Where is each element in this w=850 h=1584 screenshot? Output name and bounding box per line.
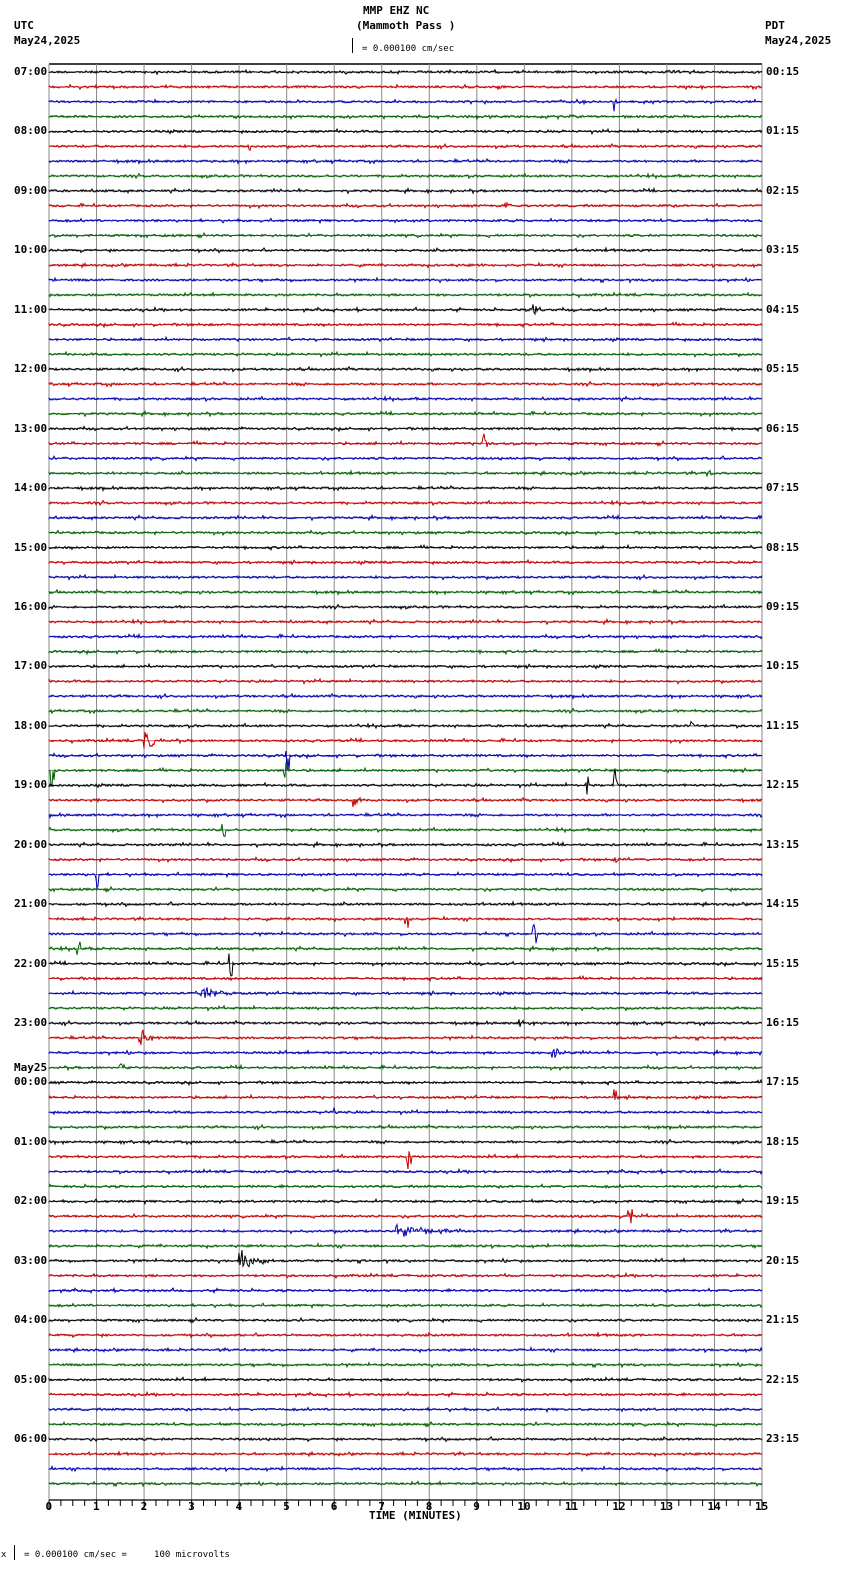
x-tick-label: 6 [330, 1500, 338, 1513]
utc-hour-label: 04:00 [14, 1313, 48, 1327]
x-tick-label: 3 [188, 1500, 195, 1513]
left-date: May24,2025 [14, 34, 81, 47]
utc-hour-label: 16:00 [14, 599, 48, 613]
x-tick-label: 9 [473, 1500, 480, 1513]
pdt-hour-label: 12:15 [766, 778, 800, 792]
pdt-hour-label: 03:15 [766, 243, 800, 257]
x-tick-label: 11 [564, 1500, 579, 1513]
footer-marker: x [1, 1550, 7, 1560]
x-tick-label: 4 [235, 1500, 243, 1513]
x-tick-label: 7 [378, 1500, 385, 1513]
utc-hour-label: 17:00 [14, 659, 48, 673]
x-tick-label: 13 [659, 1500, 674, 1513]
utc-hour-label: 18:00 [14, 718, 48, 732]
pdt-hour-label: 21:15 [766, 1313, 800, 1327]
pdt-hour-label: 06:15 [766, 421, 800, 435]
station-title: MMP EHZ NC [363, 4, 430, 17]
pdt-hour-label: 01:15 [766, 124, 800, 138]
utc-date-label: May25 [14, 1061, 48, 1075]
pdt-hour-label: 16:15 [766, 1016, 800, 1030]
x-tick-label: 1 [93, 1500, 100, 1513]
utc-hour-label: 21:00 [14, 897, 48, 911]
utc-hour-label: 15:00 [14, 540, 48, 554]
footer-scale-text: = 0.000100 cm/sec = 100 microvolts [24, 1550, 230, 1560]
pdt-hour-label: 07:15 [766, 481, 800, 495]
utc-hour-label: 13:00 [14, 421, 48, 435]
utc-hour-label: 11:00 [14, 302, 48, 316]
pdt-hour-label: 23:15 [766, 1432, 800, 1446]
utc-hour-label: 19:00 [14, 778, 48, 792]
pdt-hour-label: 18:15 [766, 1134, 800, 1148]
x-tick-label: 5 [283, 1500, 290, 1513]
pdt-hour-label: 20:15 [766, 1253, 800, 1267]
pdt-hour-label: 11:15 [766, 718, 800, 732]
utc-hour-label: 01:00 [14, 1134, 48, 1148]
pdt-hour-label: 17:15 [766, 1075, 800, 1089]
utc-hour-label: 10:00 [14, 243, 48, 257]
pdt-hour-label: 00:15 [766, 65, 800, 78]
pdt-hour-label: 15:15 [766, 956, 800, 970]
pdt-hour-label: 04:15 [766, 302, 800, 316]
pdt-hour-label: 09:15 [766, 599, 800, 613]
x-tick-label: 8 [425, 1500, 433, 1513]
pdt-hour-label: 22:15 [766, 1372, 800, 1386]
utc-hour-label: 09:00 [14, 183, 48, 197]
utc-hour-label: 14:00 [14, 481, 48, 495]
pdt-hour-label: 08:15 [766, 540, 800, 554]
utc-hour-label: 02:00 [14, 1194, 48, 1208]
scale-bar-icon [352, 38, 353, 53]
x-axis-label: TIME (MINUTES) [369, 1509, 462, 1522]
scale-text: = 0.000100 cm/sec [362, 44, 455, 54]
station-location: (Mammoth Pass ) [356, 19, 456, 32]
utc-hour-label: 08:00 [14, 124, 48, 138]
utc-hour-label: 22:00 [14, 956, 48, 970]
x-tick-label: 10 [517, 1500, 531, 1513]
utc-hour-label: 06:00 [14, 1432, 48, 1446]
utc-hour-label: 12:00 [14, 362, 48, 376]
pdt-hour-label: 05:15 [766, 362, 800, 376]
pdt-hour-label: 13:15 [766, 837, 800, 851]
utc-hour-label: 23:00 [14, 1016, 48, 1030]
right-timezone: PDT [765, 19, 785, 32]
utc-hour-label: 07:00 [14, 65, 48, 78]
utc-hour-label: 00:00 [14, 1075, 48, 1089]
footer-scale-bar-icon [14, 1545, 15, 1560]
x-tick-label: 2 [140, 1500, 148, 1513]
pdt-hour-label: 19:15 [766, 1194, 800, 1208]
pdt-hour-label: 10:15 [766, 659, 800, 673]
pdt-hour-label: 02:15 [766, 183, 800, 197]
x-tick-label: 15 [755, 1500, 769, 1513]
right-date: May24,2025 [765, 34, 832, 47]
x-tick-label: 12 [612, 1500, 626, 1513]
utc-hour-label: 05:00 [14, 1372, 48, 1386]
pdt-hour-label: 14:15 [766, 897, 800, 911]
utc-hour-label: 20:00 [14, 837, 48, 851]
x-tick-label: 14 [707, 1500, 721, 1513]
x-tick-label: 0 [45, 1500, 53, 1513]
utc-hour-label: 03:00 [14, 1253, 48, 1267]
left-timezone: UTC [14, 19, 34, 32]
